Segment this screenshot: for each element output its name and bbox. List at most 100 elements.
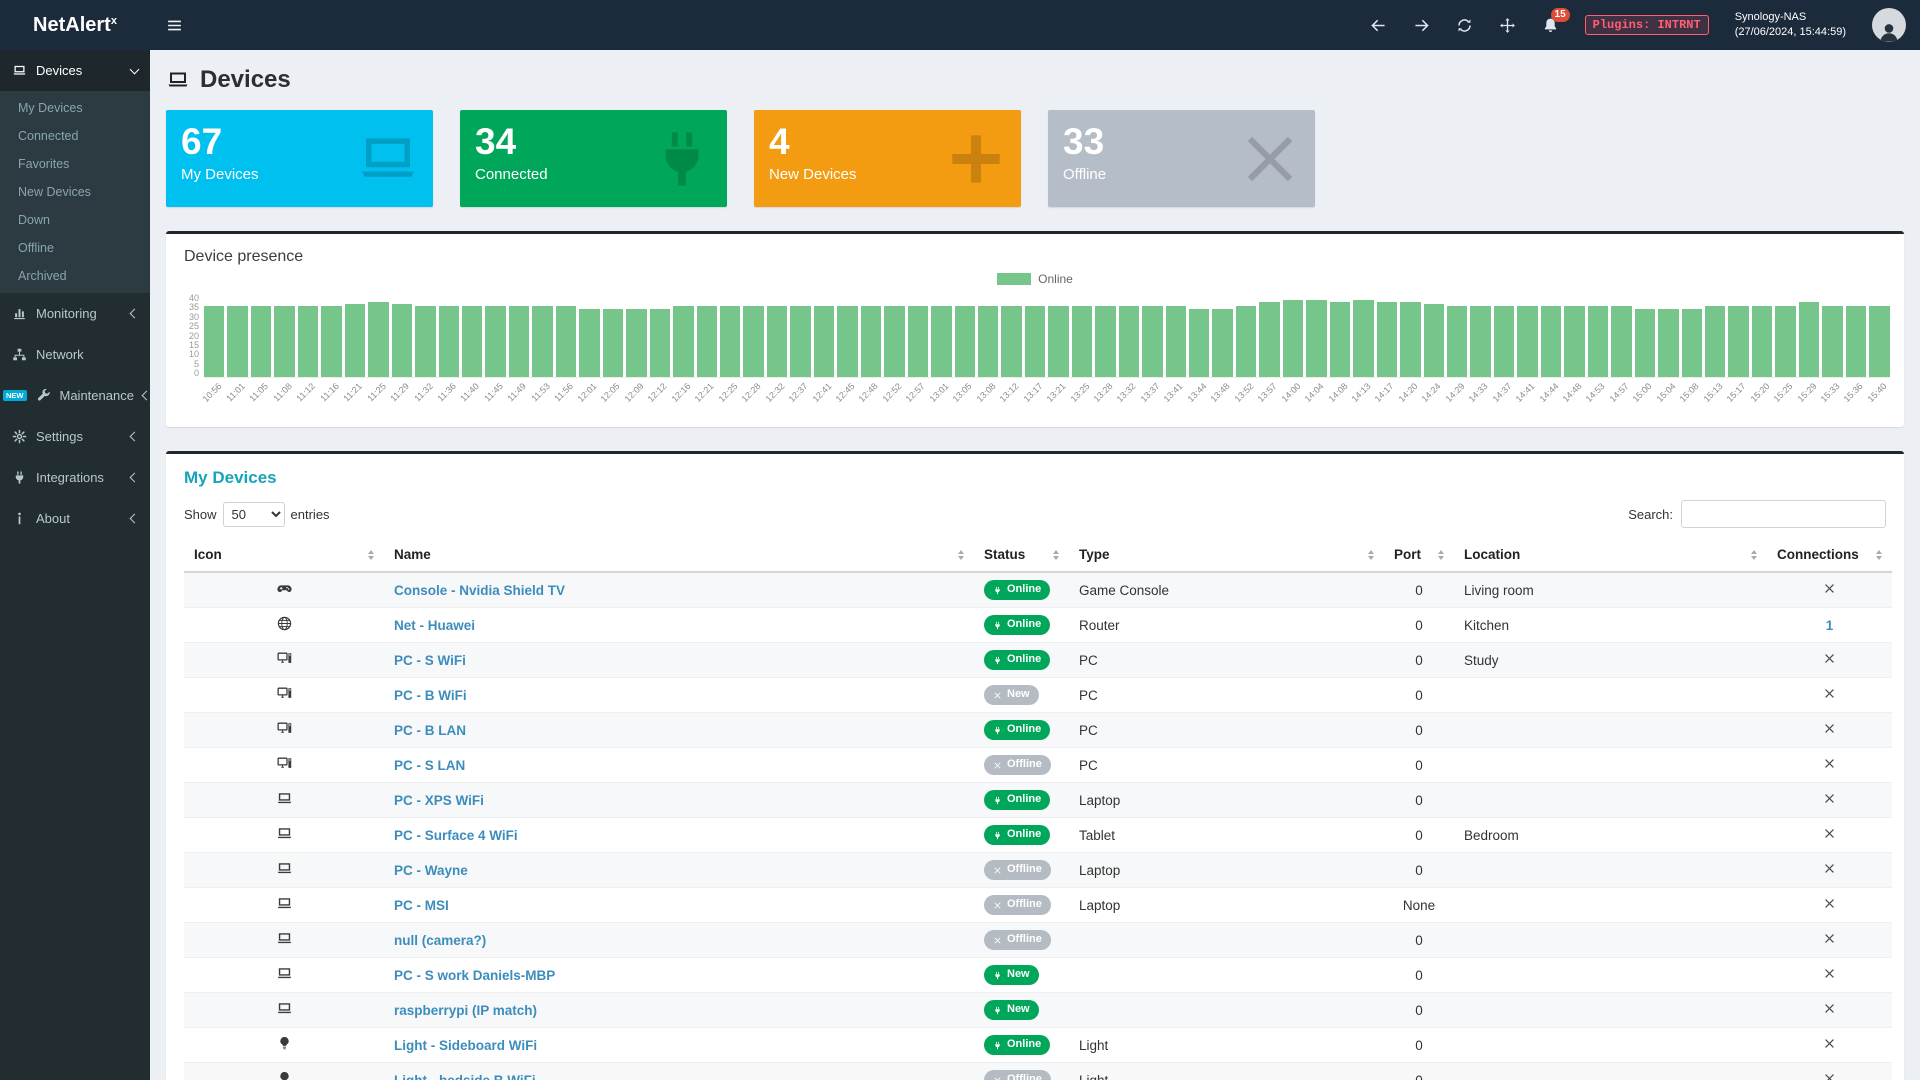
table-row: Light - bedside B WiFi Offline Light 0 (184, 1062, 1892, 1080)
sidebar-item-network[interactable]: Network (0, 334, 150, 375)
laptop-icon (276, 860, 293, 877)
device-name-link[interactable]: PC - MSI (394, 897, 449, 913)
column-header-label: Status (984, 547, 1026, 562)
x-tick-label: 11:21 (341, 381, 365, 404)
device-name-link[interactable]: PC - B LAN (394, 722, 466, 738)
app-logo[interactable]: NetAlert x (0, 0, 150, 50)
chart-bar (344, 304, 366, 377)
sidebar-subitem-down[interactable]: Down (18, 213, 50, 227)
device-presence-panel: Device presence Online 40 35 30 25 20 15 10 5 0 … (166, 231, 1904, 427)
sidebar-subitem-favorites[interactable]: Favorites (18, 157, 70, 171)
column-header-icon[interactable]: Icon (184, 538, 384, 573)
sidebar-item-about[interactable]: About (0, 498, 150, 539)
device-port: 0 (1384, 747, 1454, 783)
plug-icon (993, 1041, 1002, 1050)
column-header-port[interactable]: Port (1384, 538, 1454, 573)
chart-bar (977, 306, 999, 377)
page-length-select[interactable]: 50 (222, 501, 285, 527)
desktop-icon (276, 650, 293, 667)
plug-icon (993, 796, 1002, 805)
sidebar-item-integrations[interactable]: Integrations (0, 457, 150, 498)
app-logo-text: NetAlert (33, 13, 111, 36)
device-name-link[interactable]: PC - B WiFi (394, 687, 467, 703)
no-connections-icon (1823, 897, 1836, 910)
device-name-link[interactable]: Console - Nvidia Shield TV (394, 582, 566, 598)
user-icon (1877, 20, 1901, 42)
refresh-button[interactable] (1456, 17, 1473, 34)
sidebar-item-settings[interactable]: Settings (0, 416, 150, 457)
chart-bar (1611, 306, 1632, 377)
status-badge: Online (984, 1035, 1051, 1055)
column-header-status[interactable]: Status (974, 538, 1069, 573)
arrows-move-icon (1499, 17, 1516, 34)
sidebar-toggle-button[interactable] (150, 0, 198, 50)
no-connections-icon (1823, 967, 1836, 980)
chart-bar (1658, 308, 1679, 377)
x-tick-label: 12:41 (810, 381, 834, 405)
sidebar-subitem-offline[interactable]: Offline (18, 241, 54, 255)
sidebar-item-devices[interactable]: Devices (0, 50, 150, 91)
search-input[interactable] (1681, 500, 1886, 528)
summary-box-my-devices[interactable]: 67 My Devices (166, 110, 433, 207)
device-name-link[interactable]: PC - XPS WiFi (394, 792, 484, 808)
x-tick-label: 11:53 (529, 381, 552, 404)
column-header-connections[interactable]: Connections (1767, 538, 1892, 573)
device-name-link[interactable]: PC - S LAN (394, 757, 466, 773)
connections-count-link[interactable]: 1 (1825, 617, 1834, 633)
x-tick-label: 12:48 (857, 381, 881, 405)
presence-panel-title: Device presence (184, 248, 304, 265)
device-name-link[interactable]: Light - Sideboard WiFi (394, 1037, 538, 1053)
notifications-button[interactable]: 15 (1542, 7, 1570, 34)
sidebar-subitem-connected[interactable]: Connected (18, 129, 79, 143)
table-header-row: Icon Name Status Type Port Location Connection… (184, 538, 1892, 573)
summary-label: New Devices (769, 165, 857, 183)
no-connections-icon (1823, 722, 1836, 735)
chevron-left-icon (129, 472, 140, 483)
device-type: Laptop (1069, 782, 1384, 818)
chart-bar (415, 306, 436, 377)
user-avatar[interactable] (1872, 8, 1906, 42)
move-widgets-button[interactable] (1499, 17, 1516, 34)
device-name-link[interactable]: raspberrypi (IP match) (394, 1002, 538, 1018)
device-port: 0 (1384, 817, 1454, 853)
chart-bar (1822, 306, 1843, 377)
sidebar-item-monitoring[interactable]: Monitoring (0, 293, 150, 334)
chart-bar (1681, 308, 1702, 377)
x-tick-label: 13:32 (1115, 381, 1139, 405)
sidebar-item-maintenance[interactable]: NEW Maintenance (0, 375, 152, 416)
device-name-link[interactable]: null (camera?) (394, 932, 487, 948)
device-name-link[interactable]: Light - bedside B WiFi (394, 1072, 536, 1080)
forward-button[interactable] (1413, 17, 1430, 34)
sort-icon (1438, 549, 1444, 560)
column-header-type[interactable]: Type (1069, 538, 1384, 573)
summary-box-connected[interactable]: 34 Connected (460, 110, 727, 207)
chart-bar (1775, 306, 1796, 377)
x-tick-label: 13:28 (1091, 381, 1115, 405)
chart-bar (1118, 306, 1140, 377)
device-name-link[interactable]: Net - Huawei (394, 617, 476, 633)
back-button[interactable] (1370, 17, 1387, 34)
chart-bar (790, 306, 811, 377)
device-name-link[interactable]: PC - S work Daniels-MBP (394, 967, 556, 983)
device-name-link[interactable]: PC - Wayne (394, 862, 468, 878)
plug-icon (993, 726, 1002, 735)
summary-box-new-devices[interactable]: 4 New Devices (754, 110, 1021, 207)
table-row: PC - XPS WiFi Online Laptop 0 (184, 782, 1892, 818)
device-location: Kitchen (1454, 607, 1767, 643)
device-name-link[interactable]: PC - Surface 4 WiFi (394, 827, 518, 843)
plug-icon (993, 586, 1002, 595)
page-title: Devices (166, 66, 1904, 94)
no-connections-icon (1823, 932, 1836, 945)
summary-box-offline[interactable]: 33 Offline (1048, 110, 1315, 207)
chart-y-axis: 40 35 30 25 20 15 10 5 0 (180, 294, 204, 378)
device-port: 0 (1384, 922, 1454, 958)
sidebar-subitem-new-devices[interactable]: New Devices (18, 185, 91, 199)
device-name-link[interactable]: PC - S WiFi (394, 652, 466, 668)
plugins-status-badge[interactable]: Plugins: INTRNT (1584, 15, 1709, 35)
chart-bar (1353, 300, 1374, 377)
chart-bar (1517, 306, 1538, 377)
sidebar-subitem-my-devices[interactable]: My Devices (18, 101, 83, 115)
column-header-location[interactable]: Location (1454, 538, 1767, 573)
column-header-name[interactable]: Name (384, 538, 974, 573)
sidebar-subitem-archived[interactable]: Archived (18, 269, 67, 283)
